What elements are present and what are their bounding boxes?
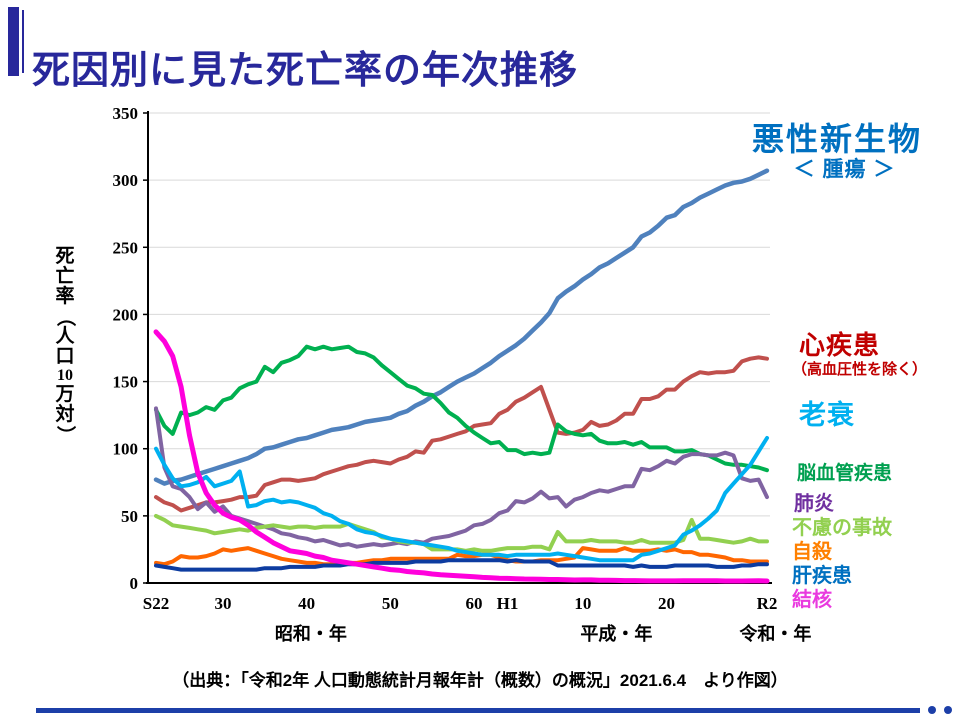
x-axis-era-label: 令和・年: [738, 623, 811, 644]
source-note: （出典：「令和2年 人口動態統計月報年計（概数）の概況」2021.6.4 より作…: [172, 671, 788, 690]
x-axis-era-label: 昭和・年: [275, 623, 347, 644]
legend-cerebrovascular: 脳血管疾患: [797, 463, 893, 484]
y-tick-label: 50: [121, 507, 138, 526]
title-accent-bar: [8, 7, 19, 76]
series-line-senility: [154, 436, 769, 563]
y-tick-label: 200: [113, 305, 139, 324]
y-tick-label: 100: [113, 440, 139, 459]
y-axis-title-char: 10: [57, 367, 73, 384]
y-axis-title-char: 死: [55, 246, 75, 267]
y-tick-label: 300: [113, 171, 139, 190]
series-line-cerebro: [154, 344, 769, 473]
series-line-heart: [154, 355, 769, 513]
y-axis-title-char: 対: [55, 404, 75, 425]
x-tick-label: R2: [757, 594, 778, 613]
y-tick-label: 150: [113, 373, 139, 392]
x-tick-label: 60: [466, 594, 483, 613]
y-axis-title-char: 亡: [55, 266, 75, 287]
footer-bar: [36, 708, 920, 713]
legend-accidents: 不慮の事故: [792, 517, 892, 539]
legend-pneumonia: 肺炎: [794, 493, 834, 515]
x-tick-label: 40: [298, 594, 315, 613]
x-tick-label: S22: [143, 594, 169, 613]
legend-suicide: 自殺: [792, 541, 832, 563]
legend-heart-disease: 心疾患: [799, 330, 881, 360]
y-axis-title-char: 万: [55, 384, 75, 405]
y-axis-title-char: ）: [54, 425, 76, 445]
y-axis-title: 死亡率（人口 10 万対）: [50, 247, 80, 445]
y-axis-title-char: 人: [55, 326, 75, 347]
series-line-liver: [154, 558, 769, 572]
y-tick-label: 350: [113, 104, 139, 123]
x-tick-label: 10: [574, 594, 591, 613]
y-axis-title-char: 口: [55, 346, 75, 367]
footer-dot: [944, 706, 952, 714]
legend-malignant: 悪性新生物: [752, 121, 923, 157]
footer-dot: [928, 706, 936, 714]
y-tick-label: 0: [130, 574, 139, 593]
legend-senility: 老衰: [799, 400, 855, 430]
x-tick-label: 50: [382, 594, 399, 613]
legend-heart-disease-sublabel: （高血圧性を除く）: [792, 361, 928, 378]
x-tick-label: 30: [214, 594, 231, 613]
legend-tuberculosis: 結核: [792, 589, 832, 611]
page-title: 死因別に見た死亡率の年次推移: [32, 50, 579, 93]
legend-malignant-sublabel: ＜ 腫瘍 ＞: [793, 158, 896, 181]
title-accent-line: [22, 10, 24, 73]
x-tick-label: 20: [658, 594, 675, 613]
y-axis-title-char: （: [54, 307, 76, 327]
legend-liver-disease: 肝疾患: [792, 565, 852, 587]
series-line-malignant: [153, 168, 770, 486]
x-axis-era-label: 平成・年: [580, 623, 652, 644]
y-tick-label: 250: [113, 238, 139, 257]
y-axis-title-char: 率: [55, 286, 75, 307]
series-line-tb: [153, 329, 770, 584]
series-line-pneumonia: [154, 406, 769, 549]
x-tick-label: H1: [497, 594, 519, 613]
